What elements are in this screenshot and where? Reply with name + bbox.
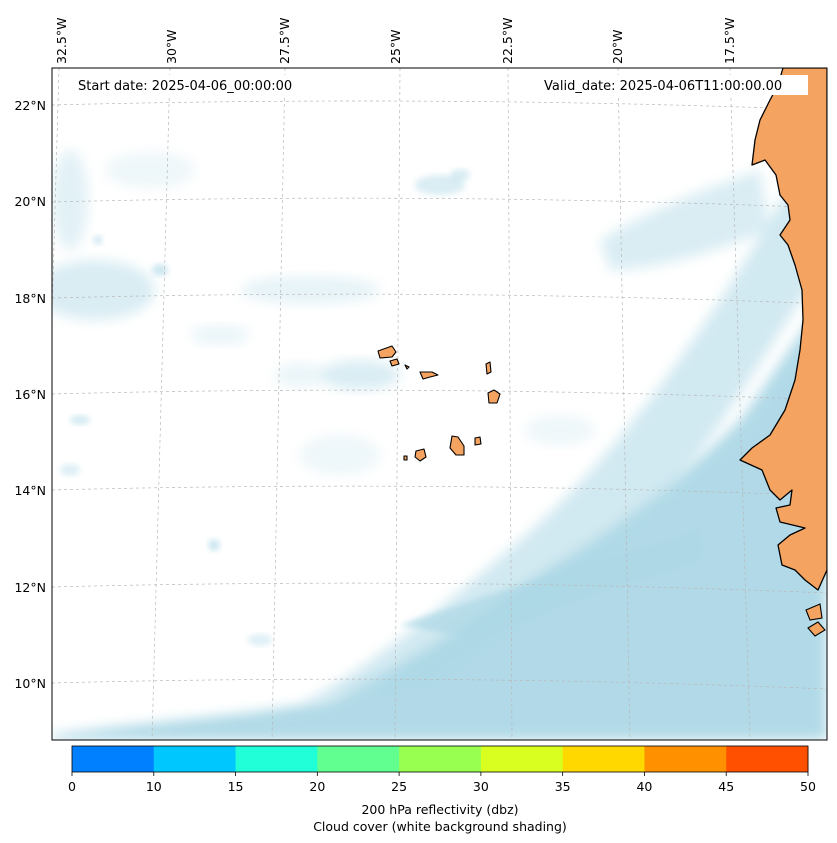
- colorbar-segment: [235, 746, 318, 772]
- colorbar-segment: [153, 746, 237, 772]
- colorbar-tick-label: 25: [391, 779, 407, 794]
- colorbar-tick-label: 45: [718, 779, 734, 794]
- colorbar-label-line1: 200 hPa reflectivity (dbz): [361, 802, 518, 817]
- colorbar: 0 10 15 20 25 30 35 40 45 50 200 hPa reflectivity…: [68, 745, 816, 834]
- map-frame: [51, 67, 828, 741]
- map-panel: Start date: 2025-04-06_00:00:00 Valid_da…: [52, 68, 827, 740]
- colorbar-segments: [72, 746, 809, 772]
- gridlines: [52, 68, 827, 740]
- lon-label: 30°W: [164, 29, 179, 64]
- lon-label: 27.5°W: [277, 18, 292, 64]
- valid-date-text: Valid_date: 2025-04-06T11:00:00.00: [544, 79, 782, 94]
- colorbar-tick-label: 35: [555, 779, 571, 794]
- lon-label: 17.5°W: [722, 18, 737, 64]
- colorbar-tick-label: 30: [473, 779, 489, 794]
- colorbar-segment: [644, 746, 727, 772]
- start-date-text: Start date: 2025-04-06_00:00:00: [78, 79, 292, 94]
- colorbar-tick-label: 15: [228, 779, 244, 794]
- colorbar-ticks: 0 10 15 20 25 30 35 40 45 50: [68, 772, 816, 794]
- start-date-box: Start date: 2025-04-06_00:00:00: [72, 75, 310, 95]
- colorbar-tick-label: 0: [68, 779, 76, 794]
- longitude-labels: 32.5°W 30°W 27.5°W 25°W 22.5°W 20°W 17.5…: [54, 18, 737, 64]
- valid-date-box: Valid_date: 2025-04-06T11:00:00.00: [538, 75, 808, 95]
- lat-label: 22°N: [14, 98, 46, 113]
- colorbar-label-line2: Cloud cover (white background shading): [313, 819, 567, 834]
- colorbar-segment: [480, 746, 564, 772]
- lat-label: 18°N: [14, 291, 46, 306]
- lat-label: 12°N: [14, 580, 46, 595]
- colorbar-tick-label: 10: [146, 779, 162, 794]
- lat-label: 16°N: [14, 387, 46, 402]
- lat-label: 14°N: [14, 483, 46, 498]
- lat-label: 10°N: [14, 676, 46, 691]
- lon-label: 20°W: [610, 29, 625, 64]
- cape-verde-islands: [377, 345, 501, 462]
- african-coast: [739, 68, 827, 637]
- colorbar-tick-label: 40: [636, 779, 652, 794]
- colorbar-segment: [726, 746, 809, 772]
- colorbar-tick-label: 20: [309, 779, 325, 794]
- colorbar-segment: [317, 746, 400, 772]
- lon-label: 25°W: [388, 29, 403, 64]
- lon-label: 32.5°W: [54, 18, 69, 64]
- colorbar-segment: [562, 746, 645, 772]
- lon-label: 22.5°W: [500, 18, 515, 64]
- colorbar-segment: [72, 746, 155, 772]
- latitude-labels: 22°N 20°N 18°N 16°N 14°N 12°N 10°N: [14, 98, 46, 691]
- lat-label: 20°N: [14, 194, 46, 209]
- colorbar-frame: [71, 745, 809, 773]
- colorbar-segment: [399, 746, 482, 772]
- colorbar-tick-label: 50: [800, 779, 816, 794]
